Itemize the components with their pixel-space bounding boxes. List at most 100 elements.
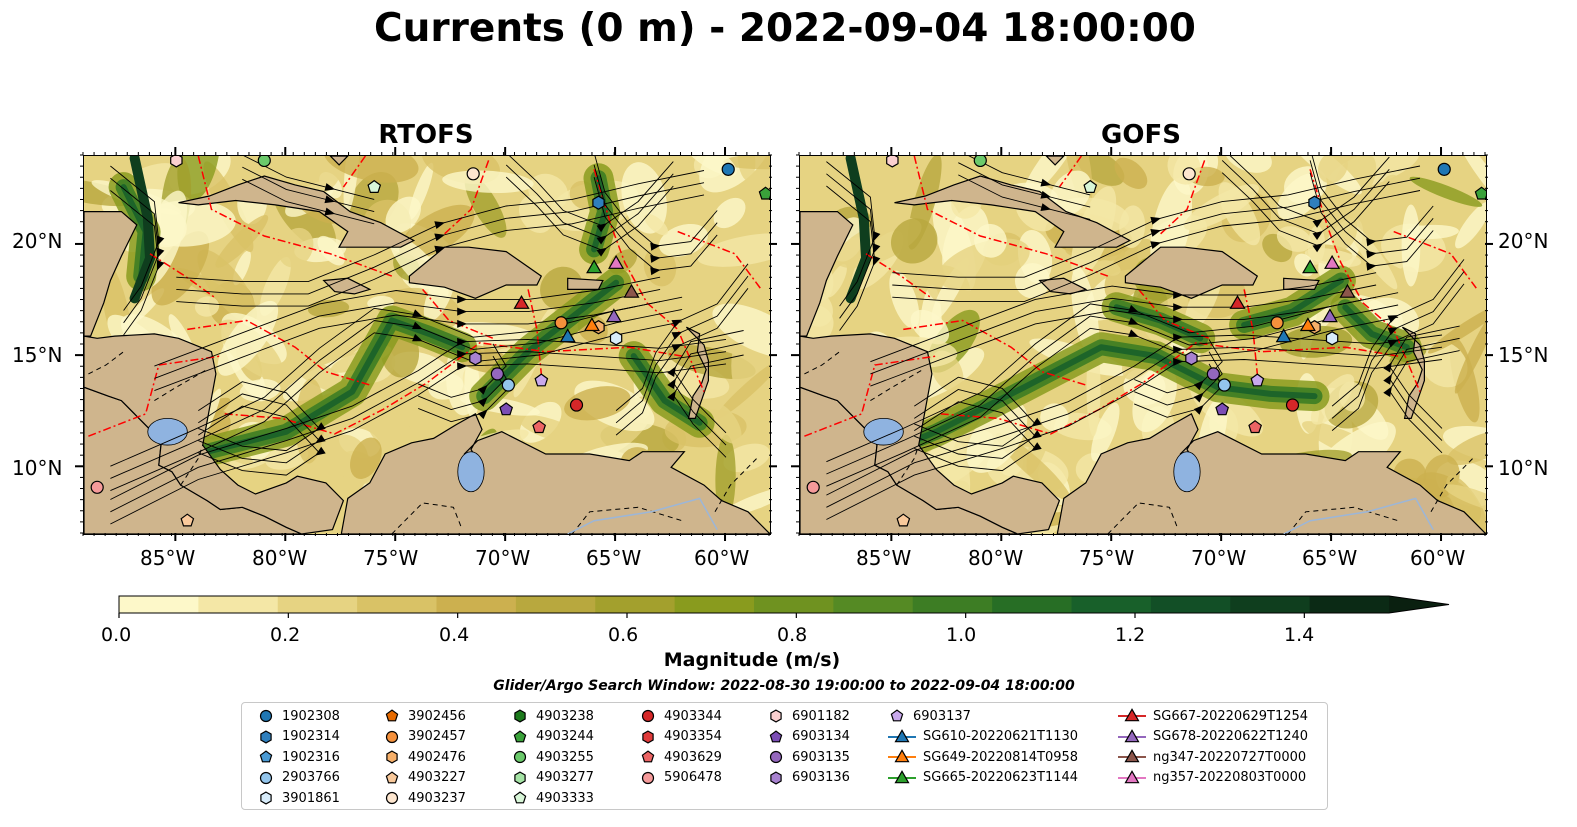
legend-item: ng347-20220727T0000 — [1117, 747, 1306, 767]
marker-3902457[interactable] — [1270, 316, 1284, 330]
eez-boundary-line — [865, 253, 933, 299]
marker-4903237[interactable] — [1182, 167, 1196, 181]
lon-tick-label: 80°W — [968, 546, 1024, 570]
lake — [147, 417, 188, 446]
colorbar-tick-label: 1.0 — [946, 624, 977, 646]
streamline — [615, 263, 749, 411]
lat-tick-label-left: 10°N — [12, 456, 63, 480]
streamline-arrow — [1128, 304, 1139, 313]
streamline-arrow — [1387, 327, 1399, 336]
marker-6903134[interactable] — [1215, 402, 1230, 416]
rtofs-map[interactable] — [83, 155, 771, 535]
hispaniola-land — [1124, 246, 1259, 299]
streamline-arrow — [1040, 178, 1052, 187]
marker-SG610-20220621T1130[interactable] — [1275, 328, 1292, 343]
marker-ng357-20220803T0000[interactable] — [608, 254, 625, 269]
marker-6903135[interactable] — [1206, 367, 1220, 381]
marker-SG649-20220814T0958[interactable] — [1299, 317, 1316, 332]
south-america-land — [1056, 413, 1486, 534]
legend-item: 4903629 — [638, 747, 722, 767]
colorbar-tick-label: 0.8 — [777, 624, 808, 646]
marker-3901861[interactable] — [609, 331, 623, 346]
marker-2903766[interactable] — [501, 378, 515, 392]
marker-4903333[interactable] — [367, 179, 382, 194]
marker-4903244[interactable] — [1474, 186, 1486, 200]
legend-label: 4903277 — [536, 770, 594, 785]
legend-item: 4903227 — [382, 768, 466, 788]
streamline — [958, 174, 1091, 220]
hexagon-icon — [642, 729, 654, 744]
marker-1902308[interactable] — [721, 162, 735, 176]
legend-label: 1902316 — [282, 749, 340, 765]
marker-6903136[interactable] — [469, 351, 482, 366]
streamline — [110, 308, 683, 479]
marker-2903766[interactable] — [1217, 378, 1231, 392]
streamline-arrow — [457, 319, 468, 328]
marker-legend: 1902308 1902314 1902316 2903766 3901861 39024… — [241, 702, 1328, 810]
marker-4903255[interactable] — [257, 156, 271, 168]
marker-4903629[interactable] — [532, 420, 547, 434]
streamline-arrow — [434, 245, 446, 254]
streamline-arrow — [1173, 357, 1184, 366]
marker-4903244[interactable] — [758, 186, 770, 200]
streamline-arrow — [457, 362, 468, 371]
marker-3901861[interactable] — [1325, 331, 1339, 346]
marker-1902314[interactable] — [1308, 195, 1321, 210]
marker-4903237[interactable] — [466, 167, 480, 181]
marker-6903134[interactable] — [499, 402, 514, 416]
marker-4903344[interactable] — [1285, 398, 1300, 412]
marker-SG665-20220623T1144[interactable] — [1302, 259, 1319, 274]
pentagon-icon — [385, 709, 399, 722]
streamline-arrow — [667, 378, 676, 390]
marker-4903629[interactable] — [1248, 420, 1263, 434]
marker-4903227[interactable] — [180, 513, 195, 527]
streamline-arrow — [1366, 238, 1377, 247]
marker-SG649-20220814T0958[interactable] — [583, 317, 600, 332]
hexagon-icon — [770, 770, 782, 785]
marker-ng357-20220803T0000[interactable] — [1324, 254, 1341, 269]
marker-6903137[interactable] — [1250, 373, 1265, 387]
marker-SG610-20220621T1130[interactable] — [559, 328, 576, 343]
marker-4903344[interactable] — [569, 398, 584, 412]
marker-SG667-20220629T1254[interactable] — [513, 295, 530, 309]
streamline-arrow — [457, 307, 468, 316]
streamline-arrow — [1193, 392, 1204, 403]
hispaniola-land — [408, 246, 543, 299]
gofs-map-svg — [800, 156, 1486, 534]
marker-6903135[interactable] — [490, 367, 504, 381]
circle-icon — [385, 791, 399, 805]
pentagon-icon — [385, 770, 399, 783]
marker-4903255[interactable] — [973, 156, 987, 168]
marker-6901182[interactable] — [170, 156, 183, 168]
marker-6903136[interactable] — [1185, 351, 1198, 366]
lesser-antilles-land — [685, 326, 710, 419]
marker-1902314[interactable] — [592, 195, 605, 210]
colorbar-level — [1230, 596, 1311, 613]
marker-SG667-20220629T1254[interactable] — [1229, 295, 1246, 309]
legend-label: 3901861 — [282, 790, 340, 806]
marker-4903333[interactable] — [1083, 179, 1098, 194]
marker-3902457[interactable] — [554, 316, 568, 330]
lon-tick-label: 75°W — [363, 546, 419, 570]
marker-SG665-20220623T1144[interactable] — [586, 259, 603, 274]
marker-ng347-20220727T0000[interactable] — [623, 283, 640, 298]
streamline-arrow — [324, 183, 336, 191]
legend-item: 3901861 — [256, 788, 340, 808]
streamline-arrow — [596, 223, 608, 233]
country-border — [571, 506, 683, 534]
marker-4903227[interactable] — [896, 513, 911, 527]
streamline — [1229, 156, 1390, 223]
marker-6903137[interactable] — [534, 373, 549, 387]
marker-5906478[interactable] — [90, 480, 104, 494]
pentagon-icon — [259, 750, 273, 763]
triangle-icon — [888, 749, 916, 763]
marker-6901182[interactable] — [886, 156, 899, 168]
marker-SG678-20220622T1240[interactable] — [605, 308, 622, 323]
marker-1902308[interactable] — [1437, 162, 1451, 176]
gofs-map[interactable] — [799, 155, 1487, 535]
marker-ng347-20220727T0000[interactable] — [1339, 283, 1356, 298]
legend-label: 1902314 — [282, 729, 340, 744]
marker-SG678-20220622T1240[interactable] — [1321, 308, 1338, 323]
marker-5906478[interactable] — [806, 480, 820, 494]
triangle-icon — [1118, 728, 1146, 742]
